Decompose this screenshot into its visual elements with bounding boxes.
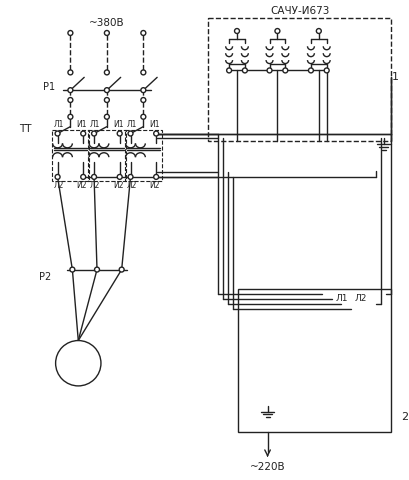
Text: САЧУ-И673: САЧУ-И673	[270, 6, 329, 16]
Circle shape	[55, 131, 60, 136]
Text: Л1: Л1	[54, 120, 64, 129]
Circle shape	[154, 174, 159, 180]
Text: И2: И2	[76, 181, 87, 190]
Circle shape	[141, 70, 146, 75]
Circle shape	[92, 131, 97, 136]
Text: ~380В: ~380В	[89, 18, 125, 28]
Circle shape	[324, 68, 329, 73]
Bar	[88, 130, 126, 181]
Text: Н: Н	[74, 357, 83, 370]
Text: Л2: Л2	[127, 181, 137, 190]
Bar	[209, 18, 391, 142]
Circle shape	[104, 97, 109, 102]
Circle shape	[308, 68, 313, 73]
Text: Л2: Л2	[54, 181, 64, 190]
Text: Р2: Р2	[39, 273, 51, 282]
Text: Л1: Л1	[90, 120, 101, 129]
Circle shape	[227, 68, 231, 73]
Text: Л1: Л1	[127, 120, 137, 129]
Circle shape	[275, 28, 280, 34]
Circle shape	[234, 28, 239, 34]
Circle shape	[94, 267, 99, 272]
Circle shape	[316, 28, 321, 34]
Circle shape	[141, 97, 146, 102]
Circle shape	[68, 114, 73, 119]
Circle shape	[154, 131, 159, 136]
Text: Л1: Л1	[335, 294, 348, 303]
Text: Л2: Л2	[355, 294, 367, 303]
Text: ~220В: ~220В	[250, 462, 285, 472]
Circle shape	[70, 267, 75, 272]
Text: И2: И2	[150, 181, 160, 190]
Circle shape	[104, 88, 109, 93]
Circle shape	[56, 340, 101, 386]
Text: ТТ: ТТ	[19, 124, 31, 133]
Bar	[52, 130, 89, 181]
Text: И1: И1	[150, 120, 160, 129]
Circle shape	[283, 68, 288, 73]
Circle shape	[68, 97, 73, 102]
Text: Л2: Л2	[90, 181, 101, 190]
Circle shape	[68, 31, 73, 36]
Circle shape	[117, 131, 122, 136]
Circle shape	[119, 267, 124, 272]
Circle shape	[81, 174, 85, 180]
Circle shape	[104, 31, 109, 36]
Circle shape	[267, 68, 272, 73]
Circle shape	[243, 68, 247, 73]
Circle shape	[128, 174, 133, 180]
Circle shape	[68, 88, 73, 93]
Text: И1: И1	[113, 120, 124, 129]
Circle shape	[141, 31, 146, 36]
Circle shape	[81, 131, 85, 136]
Circle shape	[104, 70, 109, 75]
Bar	[238, 289, 391, 432]
Circle shape	[141, 114, 146, 119]
Text: 2: 2	[401, 412, 408, 422]
Circle shape	[68, 70, 73, 75]
Circle shape	[92, 174, 97, 180]
Circle shape	[104, 114, 109, 119]
Text: И1: И1	[76, 120, 87, 129]
Text: Р1: Р1	[43, 82, 56, 92]
Text: 1: 1	[392, 72, 399, 83]
Circle shape	[128, 131, 133, 136]
Circle shape	[55, 174, 60, 180]
Bar	[125, 130, 162, 181]
Circle shape	[141, 88, 146, 93]
Circle shape	[117, 174, 122, 180]
Text: И2: И2	[113, 181, 124, 190]
